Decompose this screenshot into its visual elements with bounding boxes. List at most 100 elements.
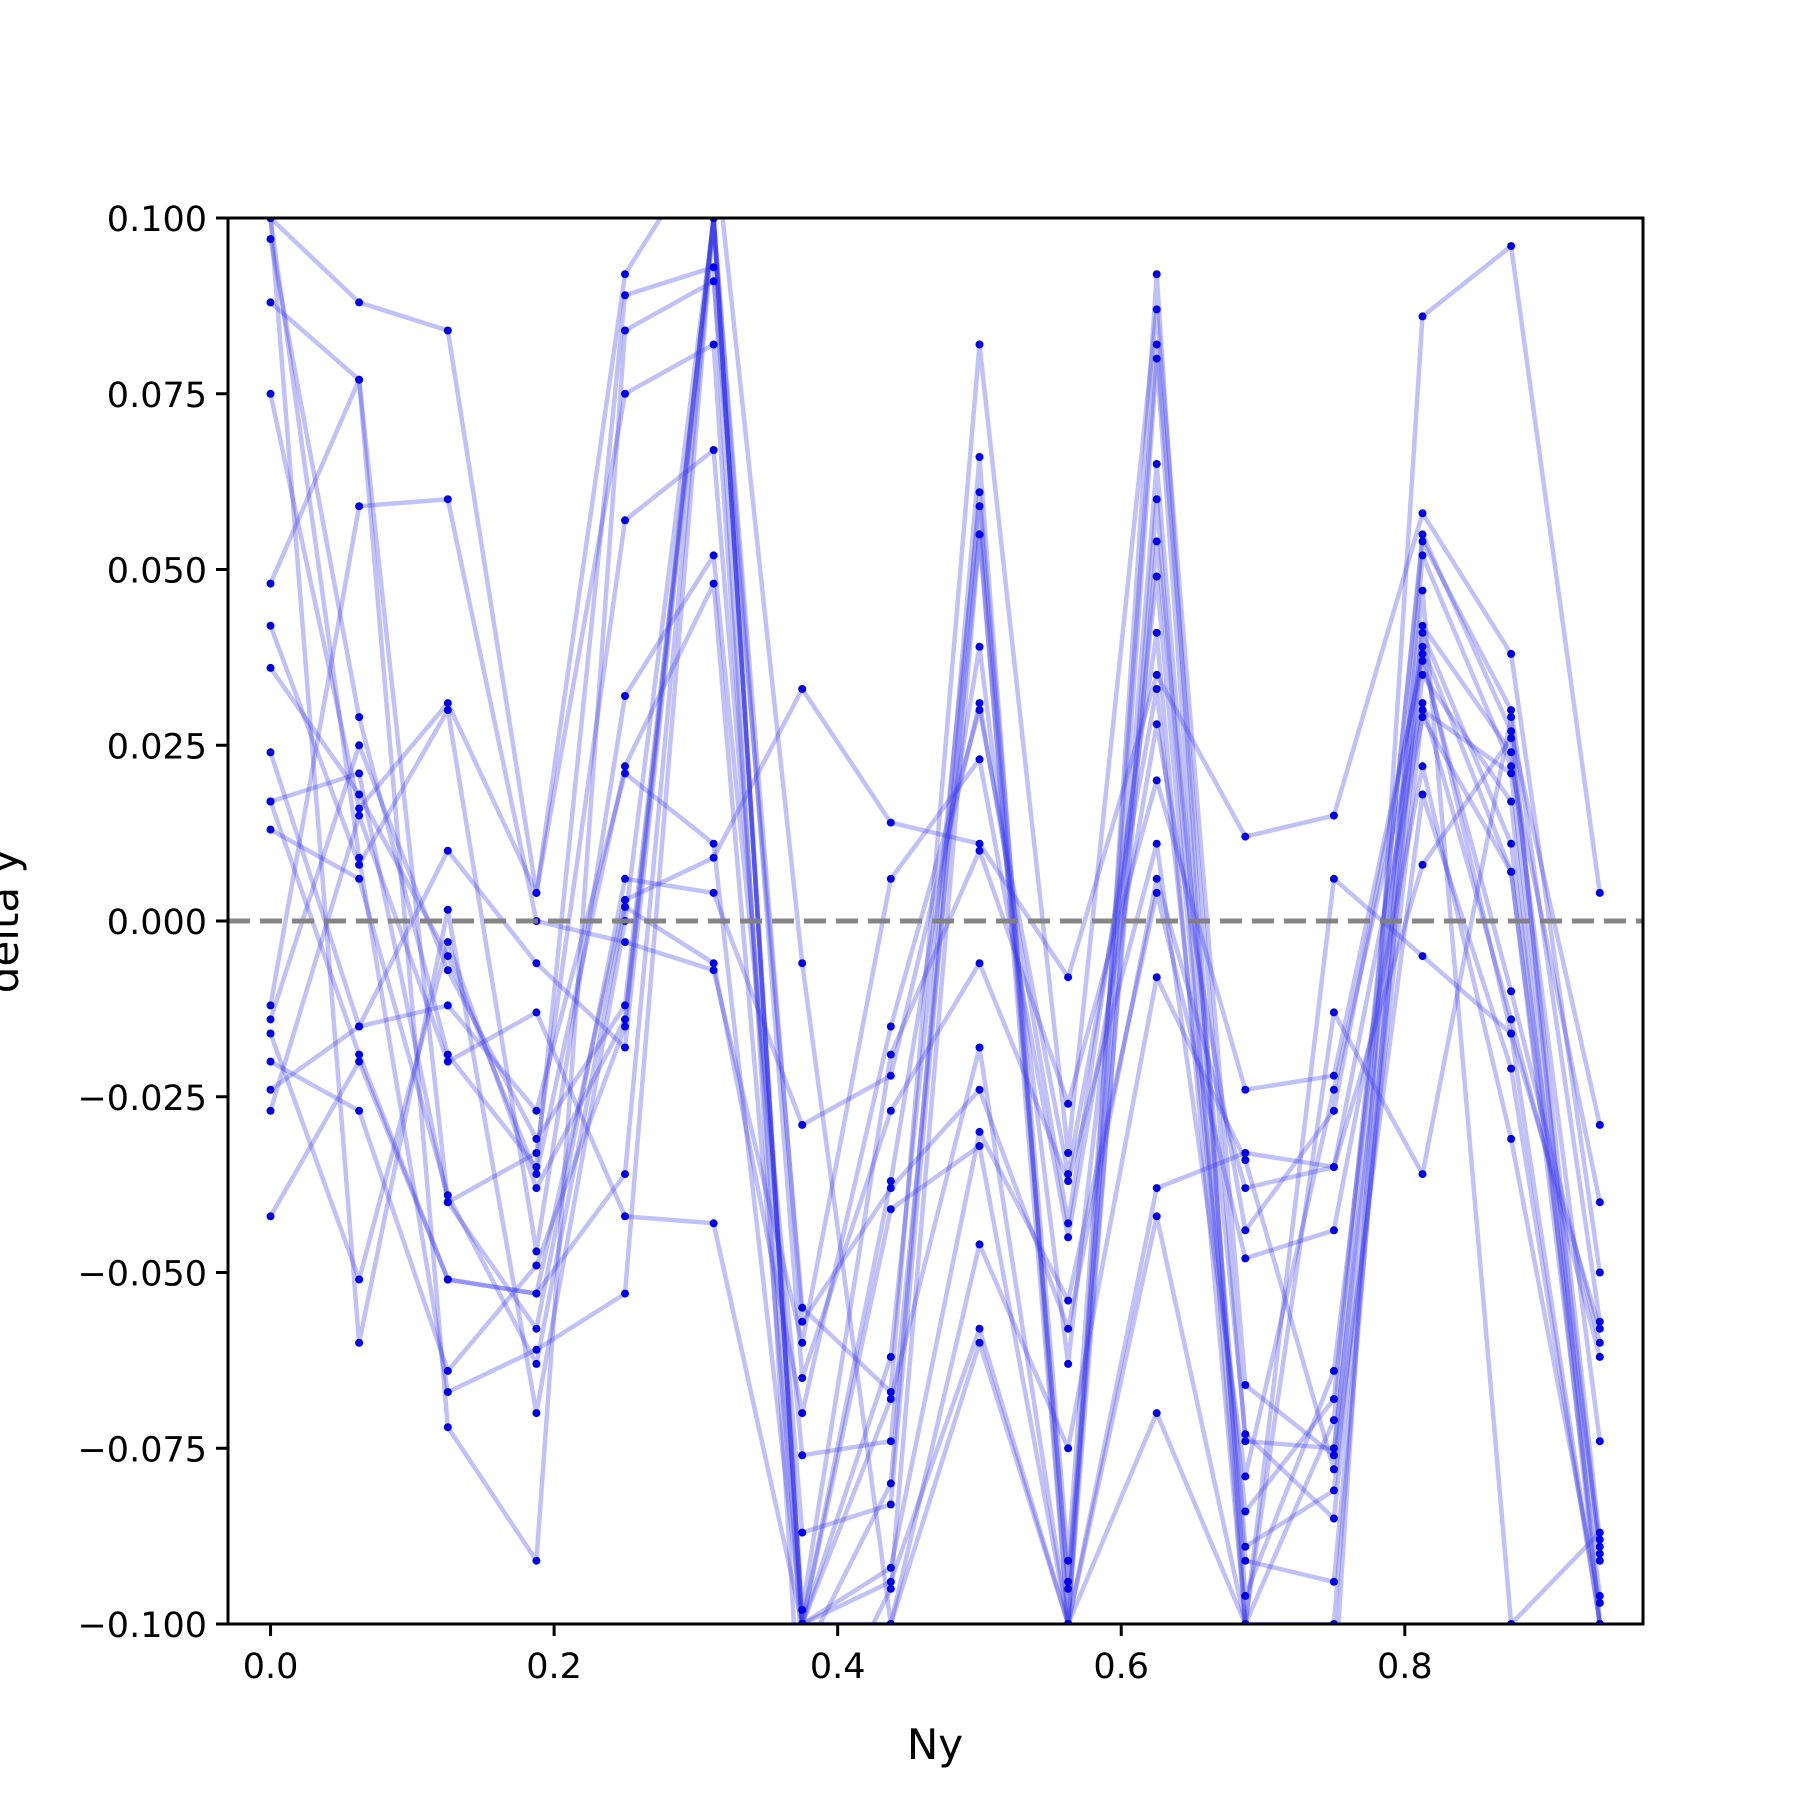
series-line-9 [269,553,1603,1624]
data-point [443,1423,452,1432]
data-point [621,326,629,335]
data-point [443,326,452,335]
data-point [532,959,541,968]
data-point [443,495,452,504]
data-point [886,1177,895,1186]
data-point [1241,1156,1250,1164]
data-point [355,713,364,722]
data-point [266,748,275,757]
data-point [1152,874,1161,883]
data-point [1418,509,1427,518]
data-point [443,952,452,961]
data-point [1595,1268,1604,1277]
data-point [886,1352,895,1361]
data-point [1595,1549,1604,1558]
data-point [532,1359,541,1368]
data-point [1595,888,1604,897]
data-point [975,755,984,764]
series-line-20 [268,218,1603,1624]
data-point [266,621,275,630]
data-point [886,1071,895,1080]
data-point [886,1500,895,1509]
data-point [355,860,364,869]
data-point [532,1261,541,1270]
data-point [443,846,452,855]
data-point [355,769,364,778]
y-tick-label: −0.075 [77,1430,207,1470]
data-point [975,1324,984,1333]
data-point [975,1338,984,1347]
data-point [1329,1577,1338,1586]
data-point [621,270,629,279]
data-point [266,298,275,307]
data-point [1595,1542,1604,1551]
data-point [1418,551,1427,560]
series-line-16 [269,218,1603,1624]
data-point [1152,537,1161,546]
data-point [975,1142,984,1150]
data-point [1418,1170,1427,1179]
data-point [355,1338,364,1347]
data-point [1064,1233,1073,1242]
series-line-12 [268,496,1602,1346]
data-point [1418,530,1427,539]
data-point [443,1198,452,1207]
data-point [266,825,275,834]
data-point [1595,1556,1604,1565]
data-point [355,741,364,750]
data-point [886,1577,895,1586]
data-point [355,1106,364,1115]
series-line-10 [268,511,1603,1296]
data-point [1507,762,1516,771]
series-line-7 [268,503,1603,1624]
data-point [1329,1071,1338,1080]
data-point [266,1001,275,1010]
data-point [1329,1366,1338,1375]
data-point [266,235,275,244]
data-point [1241,1381,1250,1389]
data-point [886,1437,895,1446]
data-point [532,1134,541,1143]
y-tick-label: 0.100 [107,200,207,240]
data-point [1064,973,1073,982]
data-point [621,516,629,525]
data-point [355,804,364,813]
data-point [1418,649,1427,658]
data-point [621,1212,629,1221]
data-point [1152,720,1161,729]
data-point [975,488,984,497]
data-point [798,1120,807,1129]
data-point [1064,1577,1073,1586]
data-point [355,1057,364,1066]
data-point [798,1303,807,1312]
data-point [1418,790,1427,799]
data-point [1064,1296,1073,1305]
data-point [443,905,452,914]
data-point [621,895,629,904]
data-point [532,1170,541,1179]
data-point [798,959,807,968]
data-point [1595,1437,1604,1446]
data-point [1329,1106,1338,1115]
series-line-19 [268,218,1603,1624]
data-point [975,642,984,651]
data-point [532,1106,541,1115]
data-point [1152,572,1161,581]
data-point [709,277,718,286]
data-point [1241,1591,1250,1600]
data-point [709,340,718,349]
y-tick-label: −0.050 [77,1255,207,1295]
data-point [798,1409,807,1418]
data-point [1152,340,1161,349]
data-point [798,1451,807,1460]
series-line-3 [269,279,1602,1624]
data-point [709,579,718,588]
data-point [1595,1352,1604,1361]
data-point [1418,699,1427,708]
data-point [355,1275,364,1284]
data-point [798,1374,807,1382]
data-point [975,959,984,968]
data-point [1241,1556,1250,1565]
y-tick-label: −0.025 [77,1079,207,1119]
data-point [1507,1029,1516,1038]
